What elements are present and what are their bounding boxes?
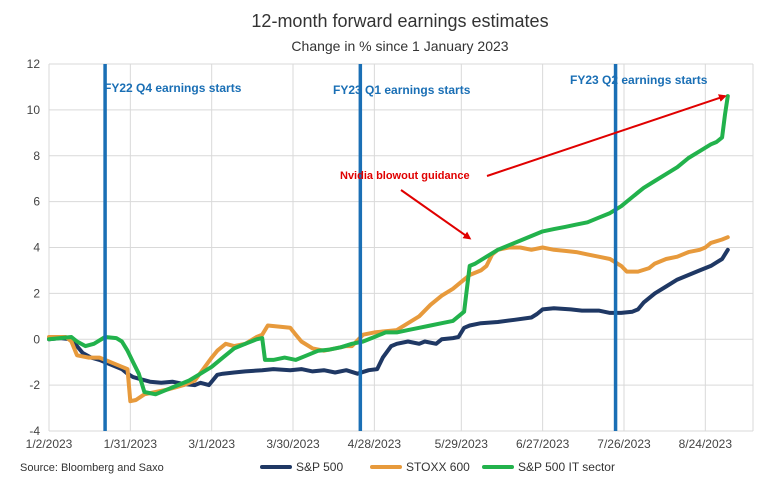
nvidia-annotation: Nvidia blowout guidance	[340, 94, 727, 240]
event-lines	[103, 64, 618, 431]
x-tick-label: 3/1/2023	[188, 437, 235, 451]
y-axis: -4 -2 0 2 4 6 8 10 12	[27, 57, 41, 438]
x-tick-label: 1/31/2023	[104, 437, 158, 451]
x-tick-label: 7/26/2023	[597, 437, 651, 451]
vline-labels: FY22 Q4 earnings starts FY23 Q1 earnings…	[104, 73, 708, 97]
y-tick-label: 8	[33, 149, 40, 163]
vline-label-fy23-q1: FY23 Q1 earnings starts	[333, 83, 471, 97]
chart-title: 12-month forward earnings estimates	[251, 11, 548, 31]
x-tick-label: 3/30/2023	[266, 437, 320, 451]
nvidia-arrow-up	[486, 94, 727, 177]
x-tick-label: 4/28/2023	[348, 437, 402, 451]
x-tick-label: 5/29/2023	[435, 437, 489, 451]
y-tick-label: 10	[27, 103, 41, 117]
vline-label-fy22-q4: FY22 Q4 earnings starts	[104, 81, 242, 95]
x-tick-label: 1/2/2023	[26, 437, 73, 451]
y-tick-label: -4	[29, 424, 40, 438]
series-line-2	[47, 94, 730, 397]
x-axis: 1/2/2023 1/31/2023 3/1/2023 3/30/2023 4/28/2…	[26, 437, 733, 451]
x-tick-label: 6/27/2023	[516, 437, 570, 451]
source-note: Source: Bloomberg and Saxo	[20, 462, 164, 474]
series-line-1	[47, 235, 730, 404]
chart-subtitle: Change in % since 1 January 2023	[291, 38, 508, 54]
series-line-0	[47, 247, 730, 388]
legend-label-sp500: S&P 500	[296, 460, 343, 474]
series-lines	[47, 94, 730, 404]
y-tick-label: 4	[33, 241, 40, 255]
y-tick-label: 0	[33, 332, 40, 346]
legend-label-sp500-it: S&P 500 IT sector	[518, 460, 615, 474]
legend-label-stoxx600: STOXX 600	[406, 460, 470, 474]
gridlines	[48, 63, 754, 432]
vline-label-fy23-q2: FY23 Q2 earnings starts	[570, 73, 708, 87]
y-tick-label: -2	[29, 378, 40, 392]
legend: S&P 500 STOXX 600 S&P 500 IT sector	[260, 460, 615, 474]
nvidia-arrow-down	[400, 189, 472, 240]
x-tick-label: 8/24/2023	[679, 437, 733, 451]
y-tick-label: 2	[33, 286, 40, 300]
y-tick-label: 6	[33, 195, 40, 209]
nvidia-annotation-label: Nvidia blowout guidance	[340, 170, 470, 182]
y-tick-label: 12	[27, 57, 41, 71]
